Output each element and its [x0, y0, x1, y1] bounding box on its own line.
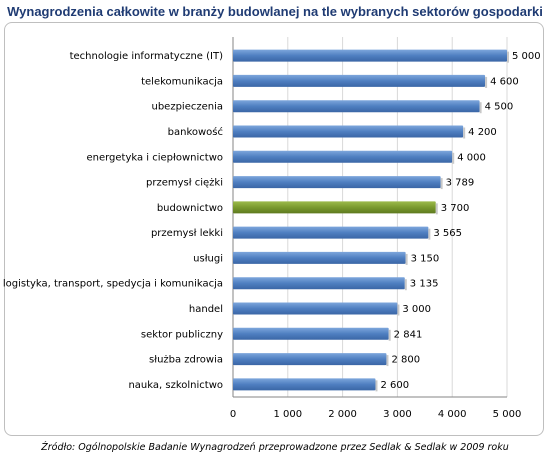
bar — [233, 49, 507, 62]
bar-shadow — [452, 152, 455, 164]
bar — [233, 353, 387, 366]
value-label: 3 565 — [433, 228, 462, 239]
bar-shadow — [386, 355, 389, 367]
bar-shadow — [507, 51, 509, 63]
bar-shadow — [463, 127, 466, 139]
category-label: przemysł ciężki — [146, 178, 223, 189]
x-tick-label: 2 000 — [328, 409, 357, 420]
bar — [233, 74, 486, 87]
value-label: 4 200 — [468, 127, 497, 138]
category-label: logistyka, transport, spedycja i komunik… — [3, 279, 223, 290]
bar-highlight — [233, 201, 436, 214]
value-label: 3 000 — [402, 304, 431, 315]
bar-shadow — [397, 304, 400, 316]
value-label: 4 000 — [457, 152, 486, 163]
bar — [233, 125, 464, 138]
bar-shadow — [479, 102, 482, 114]
value-label: 3 789 — [446, 178, 475, 189]
value-label: 4 600 — [490, 76, 519, 87]
bar-shadow — [405, 253, 408, 265]
value-label: 2 600 — [380, 380, 409, 391]
category-label: energetyka i ciepłownictwo — [86, 152, 223, 163]
bar — [233, 302, 398, 315]
x-tick-label: 3 000 — [383, 409, 412, 420]
chart-title: Wynagrodzenia całkowite w branży budowla… — [7, 4, 543, 19]
category-label: przemysł lekki — [151, 228, 223, 239]
x-tick-label: 5 000 — [493, 409, 522, 420]
value-label: 3 700 — [441, 203, 470, 214]
category-label: technologie informatyczne (IT) — [70, 51, 223, 62]
category-label: usługi — [193, 253, 223, 264]
bar — [233, 150, 453, 163]
bar — [233, 226, 429, 239]
source-note: Źródło: Ogólnopolskie Badanie Wynagrodze… — [41, 442, 509, 453]
value-label: 4 500 — [485, 102, 514, 113]
category-label: bankowość — [168, 126, 223, 138]
category-label: telekomunikacja — [141, 76, 223, 87]
x-tick-label: 1 000 — [273, 409, 302, 420]
category-label: budownictwo — [157, 203, 223, 214]
category-label: handel — [189, 304, 223, 315]
bar — [233, 327, 389, 340]
bar — [233, 100, 480, 113]
bar — [233, 176, 441, 189]
bar-shadow — [428, 228, 431, 240]
bar-shadow — [388, 329, 391, 341]
category-label: nauka, szkolnictwo — [128, 380, 223, 391]
category-label: służba zdrowia — [149, 355, 223, 366]
value-label: 3 150 — [411, 253, 440, 264]
value-label: 2 800 — [391, 355, 420, 366]
bar — [233, 378, 376, 391]
bar — [233, 277, 405, 290]
value-label: 3 135 — [410, 279, 439, 290]
value-label: 2 841 — [394, 329, 423, 340]
bar-shadow — [435, 203, 438, 215]
x-tick-label: 4 000 — [438, 409, 467, 420]
bar-shadow — [440, 178, 443, 190]
bar-shadow — [404, 279, 407, 291]
bar-shadow — [485, 76, 488, 88]
bar-shadow — [375, 380, 378, 392]
bar — [233, 251, 406, 264]
value-label: 5 000 — [512, 51, 541, 62]
x-tick-label: 0 — [230, 409, 236, 420]
category-label: sektor publiczny — [141, 329, 223, 340]
category-label: ubezpieczenia — [151, 102, 223, 113]
